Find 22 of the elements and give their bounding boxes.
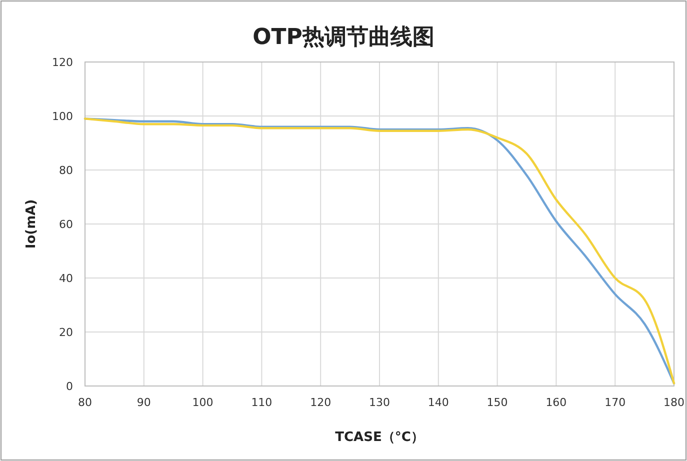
- x-tick-label: 170: [604, 396, 626, 409]
- chart-title: OTP热调节曲线图: [252, 25, 434, 50]
- x-tick-label: 130: [369, 396, 390, 409]
- x-tick-label: 110: [251, 396, 272, 409]
- y-tick-label: 60: [59, 218, 73, 231]
- x-tick-label: 140: [428, 396, 449, 409]
- line-series: [84, 118, 676, 384]
- y-tick-label: 40: [59, 272, 73, 285]
- y-tick-label: 120: [52, 56, 73, 69]
- x-tick-label: 180: [664, 396, 684, 409]
- x-tick-label: 120: [310, 396, 332, 409]
- x-tick-label: 150: [486, 396, 508, 409]
- y-tick-label: 20: [59, 326, 73, 339]
- x-axis-title: TCASE（°C）: [335, 430, 424, 445]
- y-tick-label: 100: [52, 110, 73, 123]
- x-tick-label: 160: [546, 396, 567, 409]
- y-axis-title: Io(mA): [24, 199, 39, 249]
- y-tick-label: 80: [59, 164, 73, 177]
- x-tick-label: 90: [136, 396, 151, 409]
- x-tick-label: 100: [192, 396, 214, 409]
- y-tick-label: 0: [66, 380, 73, 393]
- x-tick-label: 80: [78, 396, 92, 409]
